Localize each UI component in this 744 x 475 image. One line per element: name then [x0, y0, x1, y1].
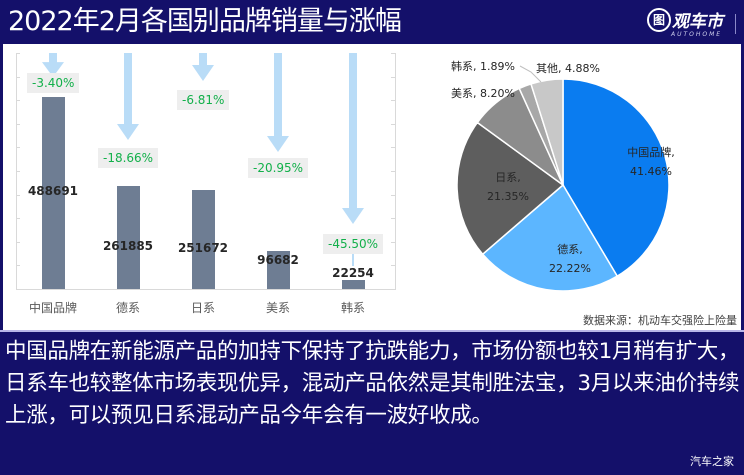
bar-1 [117, 185, 140, 289]
bar-2 [192, 190, 215, 289]
axis-tick [391, 194, 395, 196]
axis-bottom [16, 289, 396, 290]
pie-label-de-name: 德系, [557, 243, 583, 256]
pie-slice-2 [456, 121, 565, 256]
pie-slice-1 [481, 183, 619, 292]
axis-tick [16, 171, 20, 172]
pie-graphic [456, 65, 670, 292]
bar-value-label: 251672 [177, 241, 229, 255]
bar-chart: -3.40% 488691 中国品牌 -18.66% 261885 德系 -6.81% 251… [3, 44, 423, 330]
axis-tick [391, 53, 395, 54]
axis-tick [16, 265, 20, 267]
axis-tick [16, 194, 20, 196]
axis-tick [16, 53, 20, 54]
axis-tick [16, 76, 20, 78]
axis-tick [16, 100, 20, 102]
pie-slice-5 [530, 78, 564, 186]
leader-line [519, 65, 542, 83]
pie-label-china-pct: 41.46% [630, 165, 672, 178]
down-arrow-icon [42, 53, 64, 77]
bar-value-label: 261885 [102, 239, 154, 253]
growth-label: -45.50% [323, 234, 384, 254]
axis-tick [391, 76, 395, 78]
watermark: 汽车之家 [690, 455, 734, 468]
logo-divider [735, 14, 736, 34]
bar-0 [42, 96, 65, 289]
pie-chart: 中国品牌, 41.46% 德系, 22.22% 日系, 21.35% 美系, 8… [423, 44, 741, 330]
chart-panel: -3.40% 488691 中国品牌 -18.66% 261885 德系 -6.81% 251… [3, 44, 741, 330]
axis-tick [391, 218, 395, 220]
pie-label-china-name: 中国品牌, [627, 146, 675, 159]
pie-label-kr: 韩系, 1.89% [451, 60, 515, 73]
down-arrow-icon [192, 53, 214, 81]
logo-icon: 图 [647, 8, 671, 32]
axis-tick [16, 218, 20, 220]
axis-tick [16, 147, 20, 149]
page-title: 2022年2月各国别品牌销量与涨幅 [8, 6, 402, 37]
axis-tick [391, 123, 395, 125]
axis-tick [391, 171, 395, 172]
bar-value-label: 96682 [257, 253, 299, 267]
axis-tick [16, 123, 20, 125]
bar-4 [342, 280, 365, 289]
autohome-logo: 图 观车市 AUTOHOME [645, 6, 740, 40]
growth-label: -20.95% [248, 158, 309, 178]
pie-label-de-pct: 22.22% [549, 262, 591, 275]
pie-label-jp: 日系, 21.35% [478, 168, 538, 206]
x-axis-label: 中国品牌 [28, 301, 77, 315]
down-arrow-icon [342, 53, 364, 224]
axis-tick [391, 265, 395, 267]
pie-label-jp-pct: 21.35% [487, 190, 529, 203]
bar-value-label: 488691 [27, 184, 79, 198]
panel-border [0, 330, 744, 332]
data-source: 数据来源：机动车交强险上险量 [583, 314, 737, 327]
arrow-stem [352, 252, 354, 266]
bar-3 [267, 250, 290, 289]
down-arrow-icon [117, 53, 139, 140]
pie-slice-0 [562, 78, 670, 278]
logo-subtitle: AUTOHOME [671, 31, 723, 38]
axis-right [395, 53, 396, 289]
pie-label-china: 中国品牌, 41.46% [611, 143, 691, 181]
bar-value-label: 22254 [332, 266, 374, 280]
axis-tick [391, 147, 395, 149]
commentary-text: 中国品牌在新能源产品的加持下保持了抗跌能力，市场份额也较1月稍有扩大，日系车也较… [5, 339, 740, 428]
x-axis-label: 日系 [190, 301, 215, 315]
logo-name: 观车市 [672, 12, 723, 32]
axis-tick [391, 100, 395, 102]
x-axis-label: 德系 [115, 301, 140, 315]
growth-label: -18.66% [98, 148, 159, 168]
x-axis-label: 韩系 [340, 301, 365, 315]
axis-tick [391, 241, 395, 243]
x-axis-label: 美系 [265, 301, 290, 315]
growth-label: -3.40% [27, 73, 80, 93]
down-arrow-icon [267, 53, 289, 152]
growth-label: -6.81% [177, 90, 230, 110]
pie-label-us: 美系, 8.20% [451, 87, 515, 100]
pie-label-other: 其他, 4.88% [536, 62, 600, 75]
pie-label-jp-name: 日系, [495, 171, 521, 184]
pie-label-de: 德系, 22.22% [535, 240, 605, 278]
axis-tick [16, 241, 20, 243]
